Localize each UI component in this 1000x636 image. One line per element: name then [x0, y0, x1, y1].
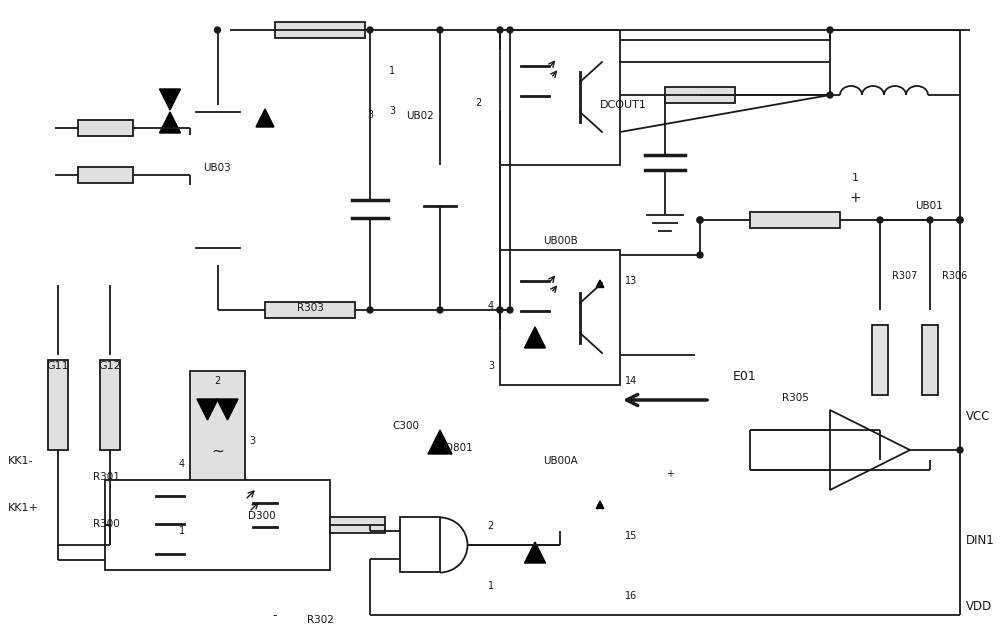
Text: +: +: [849, 191, 861, 205]
Circle shape: [957, 217, 963, 223]
Circle shape: [697, 217, 703, 223]
Polygon shape: [428, 430, 452, 454]
Polygon shape: [524, 542, 546, 563]
Text: R305: R305: [782, 393, 808, 403]
Text: 1: 1: [179, 526, 185, 536]
Bar: [500, 30, 620, 165]
Circle shape: [827, 92, 833, 98]
Polygon shape: [596, 501, 604, 509]
Bar: [500, 250, 620, 385]
Text: DIN1: DIN1: [966, 534, 995, 548]
Text: R303: R303: [297, 303, 323, 313]
Text: UB01: UB01: [915, 201, 943, 211]
Polygon shape: [256, 109, 274, 127]
Text: VCC: VCC: [966, 410, 990, 422]
Bar: [190, 371, 245, 531]
Text: 4: 4: [179, 459, 185, 469]
Circle shape: [697, 217, 703, 223]
Text: KK1+: KK1+: [8, 503, 39, 513]
Circle shape: [927, 217, 933, 223]
Circle shape: [367, 307, 373, 313]
Bar: [100, 360, 120, 450]
Circle shape: [507, 27, 513, 33]
Circle shape: [827, 27, 833, 33]
Text: R306: R306: [942, 271, 967, 281]
Text: 1: 1: [852, 173, 858, 183]
Text: R301: R301: [93, 472, 119, 482]
Text: 3: 3: [249, 436, 255, 446]
Text: 1: 1: [389, 66, 395, 76]
Text: +: +: [666, 469, 674, 479]
Text: 16: 16: [625, 591, 637, 601]
Circle shape: [497, 27, 503, 33]
Text: 2: 2: [214, 376, 221, 386]
Text: 1: 1: [488, 581, 494, 591]
Bar: [78, 167, 133, 183]
Circle shape: [507, 307, 513, 313]
Circle shape: [697, 252, 703, 258]
Text: KK1-: KK1-: [8, 456, 34, 466]
Text: R302: R302: [307, 615, 333, 625]
Text: C300: C300: [392, 421, 419, 431]
Text: G12: G12: [99, 361, 121, 371]
Text: 4: 4: [488, 301, 494, 311]
Text: 3: 3: [389, 106, 395, 116]
Bar: [48, 360, 68, 450]
Circle shape: [437, 307, 443, 313]
Text: G11: G11: [47, 361, 69, 371]
Text: D801: D801: [445, 443, 473, 453]
Text: -: -: [273, 609, 277, 623]
Bar: [265, 302, 355, 318]
Text: DCOUT1: DCOUT1: [600, 100, 647, 110]
Bar: [78, 120, 133, 136]
Bar: [275, 22, 365, 38]
Text: E01: E01: [733, 370, 757, 382]
Text: 3: 3: [488, 361, 494, 371]
Polygon shape: [830, 410, 910, 490]
Text: 14: 14: [625, 376, 637, 386]
Bar: [750, 212, 840, 228]
Text: ~: ~: [211, 443, 224, 459]
Polygon shape: [524, 327, 546, 348]
Text: R307: R307: [892, 271, 917, 281]
Text: D300: D300: [248, 511, 276, 521]
Bar: [922, 325, 938, 395]
Bar: [105, 480, 330, 570]
Circle shape: [437, 27, 443, 33]
Polygon shape: [596, 280, 604, 287]
Circle shape: [214, 27, 220, 33]
Circle shape: [497, 307, 503, 313]
Text: UB03: UB03: [204, 163, 231, 173]
Polygon shape: [160, 112, 180, 133]
Polygon shape: [217, 399, 238, 420]
Circle shape: [957, 447, 963, 453]
Text: R300: R300: [93, 519, 119, 529]
Text: 13: 13: [625, 276, 637, 286]
Polygon shape: [197, 492, 218, 513]
Bar: [872, 325, 888, 395]
Circle shape: [957, 217, 963, 223]
Text: UB00B: UB00B: [543, 236, 577, 246]
Text: UB00A: UB00A: [543, 456, 577, 466]
Circle shape: [367, 27, 373, 33]
Circle shape: [497, 307, 503, 313]
Text: 15: 15: [625, 531, 637, 541]
Circle shape: [877, 217, 883, 223]
Polygon shape: [197, 399, 218, 420]
Bar: [665, 87, 735, 103]
Polygon shape: [217, 492, 238, 513]
Text: 2: 2: [475, 98, 481, 108]
Text: VDD: VDD: [966, 600, 992, 612]
Bar: [400, 517, 440, 572]
Text: 2: 2: [488, 521, 494, 531]
Text: UB02: UB02: [406, 111, 434, 121]
Polygon shape: [160, 89, 180, 110]
Text: 3: 3: [367, 110, 373, 120]
Bar: [330, 517, 385, 533]
